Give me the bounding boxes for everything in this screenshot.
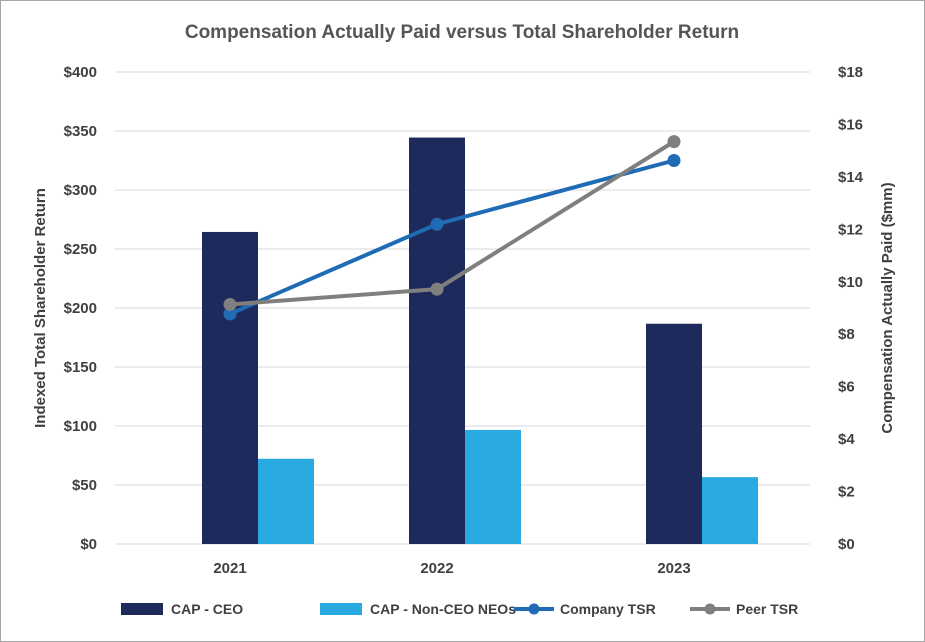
right-tick-label: $10 [838,274,863,291]
legend-cap-ceo-label: CAP - CEO [171,601,243,617]
bar-cap-non-ceo [702,477,758,544]
legend-company-tsr-marker [528,603,540,615]
bar-cap-ceo [202,231,258,544]
right-tick-label: $0 [838,536,855,553]
right-tick-label: $18 [838,64,863,81]
right-tick-label: $14 [838,169,864,186]
company-tsr-point [223,307,237,321]
left-tick-label: $150 [64,359,97,376]
peer-tsr-point [430,282,444,296]
right-tick-label: $4 [838,431,855,448]
left-axis-title: Indexed Total Shareholder Return [32,188,49,428]
peer-tsr-point [667,135,681,149]
right-axis-ticks: $0 $2 $4 $6 $8 $10 $12 $14 $16 $18 [838,64,864,553]
right-tick-label: $12 [838,221,863,238]
left-axis-ticks: $0 $50 $100 $150 $200 $250 $300 $350 $400 [64,64,97,553]
x-tick-label: 2021 [213,560,246,577]
right-tick-label: $2 [838,484,855,501]
bar-cap-ceo [409,137,465,545]
peer-tsr-point [223,297,237,311]
company-tsr-point [430,217,444,231]
legend-peer-tsr-marker [704,603,716,615]
left-tick-label: $0 [80,536,97,553]
legend-peer-tsr-label: Peer TSR [736,601,798,617]
legend: CAP - CEO CAP - Non-CEO NEOs Company TSR Pe… [121,601,798,617]
left-tick-label: $200 [64,300,97,317]
bar-cap-non-ceo [258,458,314,544]
left-tick-label: $100 [64,418,97,435]
x-axis-ticks: 2021 2022 2023 [213,560,690,577]
left-tick-label: $350 [64,123,97,140]
bar-cap-non-ceo [465,429,521,544]
left-tick-label: $50 [72,477,97,494]
left-tick-label: $300 [64,182,97,199]
legend-cap-non-ceo-label: CAP - Non-CEO NEOs [370,601,516,617]
left-tick-label: $400 [64,64,97,81]
chart-title: Compensation Actually Paid versus Total … [185,22,739,43]
right-tick-label: $16 [838,116,863,133]
bars [202,137,758,545]
legend-company-tsr-label: Company TSR [560,601,656,617]
company-tsr-point [667,154,681,167]
x-tick-label: 2022 [420,560,453,577]
left-tick-label: $250 [64,241,97,258]
right-axis-title: Compensation Actually Paid ($mm) [879,182,896,433]
legend-cap-ceo-swatch [121,603,163,615]
right-tick-label: $6 [838,379,855,396]
x-tick-label: 2023 [657,560,690,577]
legend-cap-non-ceo-swatch [320,603,362,615]
bar-cap-ceo [646,323,702,544]
right-tick-label: $8 [838,326,855,343]
lines [223,135,681,321]
